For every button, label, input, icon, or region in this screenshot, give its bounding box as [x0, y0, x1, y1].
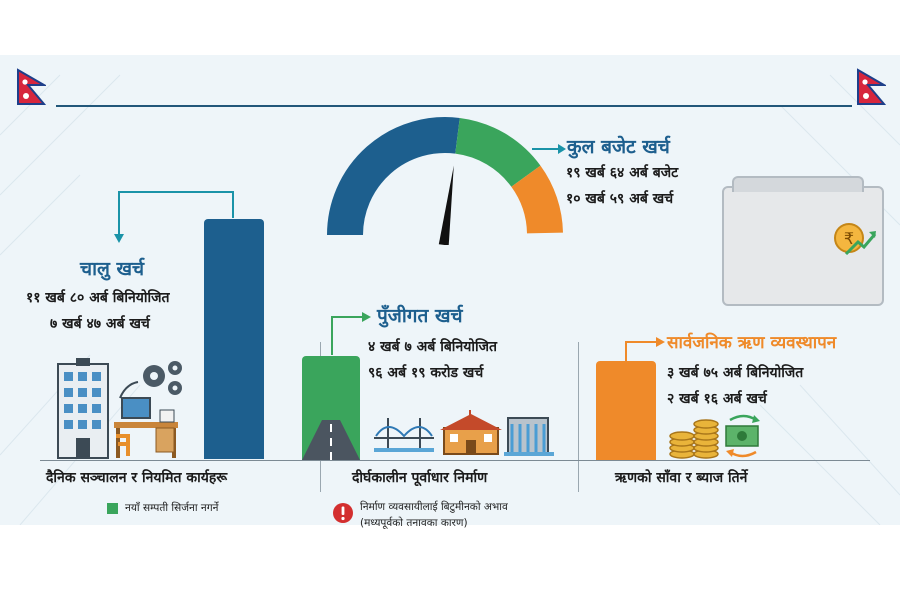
nepal-flag-icon — [857, 68, 886, 105]
gears-icon — [143, 361, 182, 395]
legend-green-note: नयाँ सम्पती सिर्जना नगर्ने — [125, 502, 219, 514]
gauge-segment-green — [454, 117, 541, 188]
warning-line-1: निर्माण व्यवसायीलाई बिटुमीनको अभाव — [360, 501, 508, 513]
debt-leader — [625, 337, 665, 362]
rupee-growth-icon: ₹ — [834, 223, 877, 256]
current-caption: दैनिक सञ्चालन र नियमित कार्यहरू — [46, 470, 228, 486]
wallet-flap — [732, 176, 864, 192]
capital-title: पुँजीगत खर्च — [377, 305, 463, 327]
capital-leader — [331, 312, 371, 355]
cash-exchange-icon — [725, 414, 760, 458]
warning-line-2: (मध्यपूर्वको तनावका कारण) — [360, 517, 468, 529]
capital-line-1: ४ खर्ब ७ अर्ब बिनियोजित — [368, 339, 497, 355]
debt-title: सार्वजनिक ऋण व्यवस्थापन — [667, 333, 837, 353]
budget-leader-arrow — [532, 144, 566, 154]
school-building-icon — [440, 410, 502, 455]
gauge-segment-blue — [327, 117, 460, 236]
bridge-icon — [374, 418, 434, 452]
current-bar — [204, 219, 264, 459]
debt-icons — [669, 414, 760, 459]
current-line-2: ७ खर्ब ४७ अर्ब खर्च — [50, 316, 150, 332]
baseline — [40, 460, 870, 461]
office-building-icon — [57, 358, 109, 459]
section-divider — [578, 342, 579, 492]
capital-line-2: ९६ अर्ब १९ करोड खर्च — [368, 365, 484, 381]
budget-line-1: १९ खर्ब ६४ अर्ब बजेट — [566, 165, 679, 181]
debt-caption: ऋणको साँवा र ब्याज तिर्ने — [615, 470, 748, 486]
budget-gauge — [327, 117, 563, 245]
road-icon — [302, 420, 360, 460]
nepal-flag-icon — [17, 68, 46, 105]
gauge-needle — [438, 165, 454, 245]
current-title: चालु खर्च — [80, 258, 145, 280]
header-rule — [56, 105, 852, 107]
dam-icon — [504, 417, 554, 456]
infrastructure-icons — [374, 410, 554, 456]
warning-icon — [333, 503, 353, 523]
capital-caption: दीर्घकालीन पूर्वाधार निर्माण — [352, 470, 488, 486]
svg-text:₹: ₹ — [844, 229, 854, 248]
current-line-1: ११ खर्ब ८० अर्ब बिनियोजित — [26, 290, 170, 306]
budget-line-2: १० खर्ब ५९ अर्ब खर्च — [566, 191, 674, 207]
budget-title: कुल बजेट खर्च — [567, 136, 670, 158]
debt-bar — [596, 361, 656, 460]
current-leader — [114, 191, 234, 243]
coins-icon — [669, 419, 719, 459]
debt-line-2: २ खर्ब १६ अर्ब खर्च — [667, 391, 767, 407]
legend-green-swatch — [107, 503, 118, 514]
office-scene — [57, 358, 182, 459]
debt-line-1: ३ खर्ब ७५ अर्ब बिनियोजित — [667, 365, 804, 381]
desk-computer-icon — [114, 397, 178, 458]
gauge-segment-orange — [510, 165, 563, 234]
